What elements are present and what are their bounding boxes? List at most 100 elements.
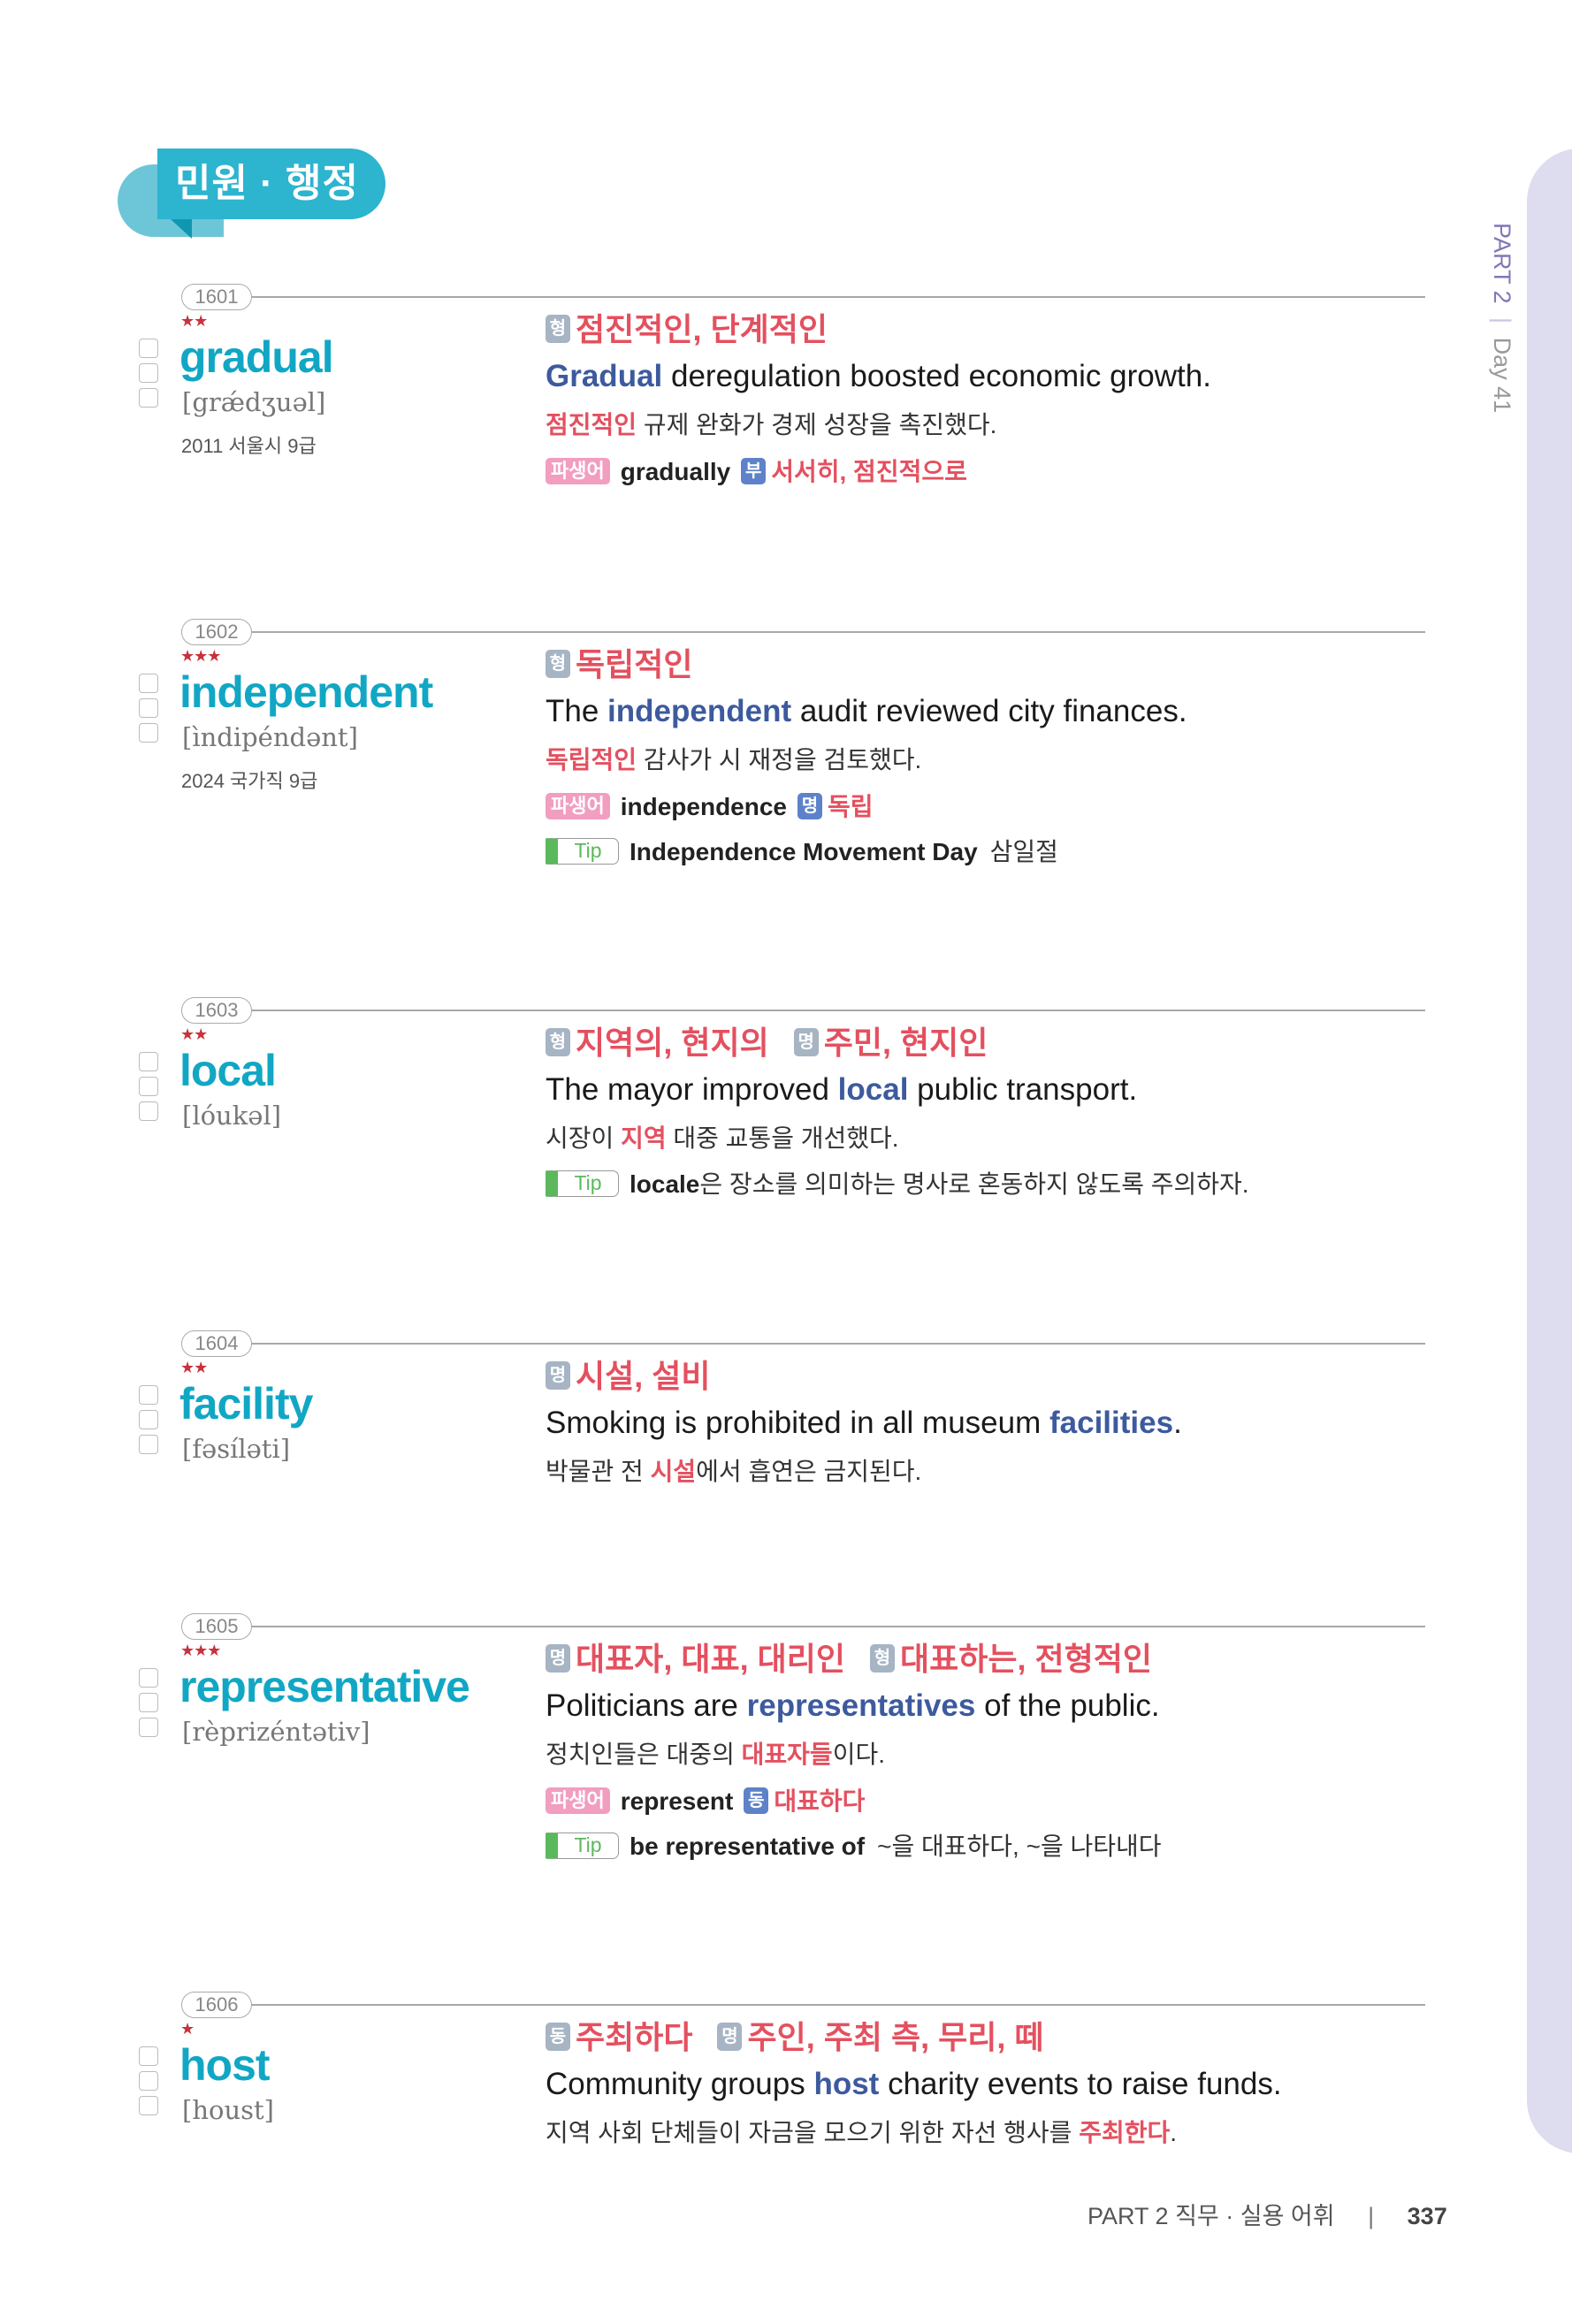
derivative-word: independence [620,793,787,820]
headword: gradual [179,332,334,382]
meaning-text: 대표하는, 전형적인 [899,1641,1152,1677]
review-checkboxes [139,2046,158,2121]
translation-text: 박물관 전 [546,1458,651,1485]
pronunciation: [fəsíləti] [182,1434,291,1464]
tip-row: Tip be representative of ~을 대표하다, ~을 나타내다 [546,1825,1162,1869]
side-day: Day 41 [1489,337,1515,414]
tip-korean: 은 장소를 의미하는 명사로 혼동하지 않도록 주의하자. [699,1170,1249,1198]
section-tab: 민원 · 행정 [118,149,385,239]
checkbox[interactable] [139,1101,158,1121]
pronunciation: [grǽdʒuəl] [182,387,326,417]
checkbox[interactable] [139,723,158,743]
derivative-meaning: 독립 [828,793,874,820]
divider [250,1343,1425,1345]
side-separator: | [1489,317,1515,324]
example-sentence: Community groups host charity events to … [546,2060,1282,2109]
derivative-pos-badge: 부 [741,457,767,484]
entry-number: 1605 [181,1613,252,1640]
footer-separator: | [1368,2203,1375,2229]
tip-korean: 삼일절 [989,838,1058,865]
checkbox[interactable] [139,2046,158,2066]
part-of-speech-badge: 명 [546,1644,570,1673]
checkbox[interactable] [139,674,158,693]
entry-number-row: 1601 [181,284,1425,310]
translation-text: 이다. [832,1741,885,1768]
meaning-text: 시설, 설비 [576,1358,711,1394]
translation-highlight: 독립적인 [546,746,637,773]
importance-stars: ★ [180,2020,195,2038]
example-sentence: Smoking is prohibited in all museum faci… [546,1398,1182,1448]
example-translation: 정치인들은 대중의 대표자들이다. [546,1731,1162,1779]
checkbox[interactable] [139,1385,158,1405]
example-highlight: local [837,1072,909,1107]
entry-details: 형 지역의, 현지의 명 주민, 현지인 The mayor improved loca… [546,1021,1249,1207]
translation-text: 시장이 [546,1124,622,1152]
checkbox[interactable] [139,1718,158,1737]
entry-number-row: 1606 [181,1992,1425,2018]
divider [250,631,1425,633]
tip-korean: ~을 대표하다, ~을 나타내다 [877,1833,1162,1860]
part-of-speech-badge: 명 [546,1361,570,1391]
exam-source: 2011 서울시 9급 [181,435,317,457]
side-label: PART 2 | Day 41 [1487,223,1517,413]
example-sentence: Gradual deregulation boosted economic gr… [546,352,1211,401]
checkbox[interactable] [139,1693,158,1712]
meanings: 형 독립적인 [546,643,1187,687]
section-title: 민원 · 행정 [157,149,385,219]
pronunciation: [lóukəl] [182,1101,282,1131]
example-text: charity events to raise funds. [879,2067,1282,2101]
divider [250,1010,1425,1011]
translation-text: 에서 흡연은 금지된다. [696,1458,922,1485]
checkbox[interactable] [139,2096,158,2115]
example-translation: 독립적인 감사가 시 재정을 검토했다. [546,736,1187,784]
checkbox[interactable] [139,388,158,408]
headword: host [179,2040,271,2090]
checkbox[interactable] [139,2071,158,2091]
part-of-speech-badge: 형 [869,1644,895,1673]
pronunciation: [ìndipéndənt] [182,722,358,752]
part-of-speech-badge: 형 [546,1028,570,1057]
section-tab-fold-shadow [171,219,192,239]
side-part: PART 2 [1489,223,1515,304]
example-highlight: independent [607,694,792,728]
checkbox[interactable] [139,1668,158,1688]
checkbox[interactable] [139,1077,158,1096]
checkbox[interactable] [139,1052,158,1071]
example-translation: 점진적인 규제 완화가 경제 성장을 촉진했다. [546,401,1211,449]
meaning-text: 독립적인 [576,646,693,682]
translation-highlight: 주최한다 [1079,2119,1171,2146]
translation-highlight: 점진적인 [546,411,637,438]
importance-stars: ★★ [180,1359,208,1376]
example-sentence: Politicians are representatives of the p… [546,1681,1162,1731]
entry-number: 1604 [181,1330,252,1357]
example-sentence: The mayor improved local public transpor… [546,1065,1249,1115]
part-of-speech-badge: 명 [717,2023,743,2052]
headword: representative [179,1662,470,1711]
checkbox[interactable] [139,1410,158,1429]
checkbox[interactable] [139,1435,158,1454]
footer-title: 직무 · 실용 어휘 [1175,2203,1335,2229]
meanings: 형 지역의, 현지의 명 주민, 현지인 [546,1021,1249,1065]
derivative-row: 파생어 represent 동 대표하다 [546,1779,1162,1825]
tip-english: be representative of [630,1833,866,1860]
example-text: Smoking is prohibited in all museum [546,1406,1049,1440]
checkbox[interactable] [139,698,158,718]
translation-highlight: 시설 [650,1458,697,1485]
divider [250,296,1425,298]
importance-stars: ★★ [180,312,208,330]
footer: PART 2 직무 · 실용 어휘 | 337 [1087,2201,1447,2231]
footer-part: PART 2 [1087,2203,1169,2229]
entry-number-row: 1602 [181,619,1425,645]
importance-stars: ★★★ [180,1642,221,1659]
headword: local [179,1046,277,1095]
checkbox[interactable] [139,363,158,383]
tip-english: locale [630,1170,700,1198]
review-checkboxes [139,1668,158,1742]
headword: independent [179,667,433,717]
example-highlight: host [813,2067,880,2101]
meaning-text: 점진적인, 단계적인 [576,311,828,347]
entry-details: 명 시설, 설비 Smoking is prohibited in all muse… [546,1354,1182,1496]
tip-row: Tip locale은 장소를 의미하는 명사로 혼동하지 않도록 주의하자. [546,1162,1249,1207]
checkbox[interactable] [139,339,158,358]
example-text: Community groups [546,2067,814,2101]
